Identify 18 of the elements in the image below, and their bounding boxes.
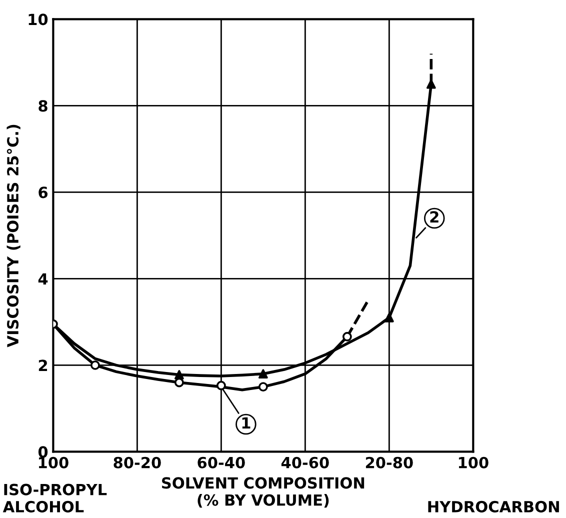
text: HYDROCARBON (428, 500, 559, 512)
x-tick-label: 80-20 (114, 456, 161, 468)
x-tick-label: 100 (38, 456, 68, 468)
annotation: 2 (430, 211, 438, 222)
x-tick-label: 60-40 (198, 456, 245, 468)
y-axis-title: VISCOSITY (POISES 25°C.) (6, 124, 20, 348)
y-tick-label: 4 (38, 273, 48, 284)
y-tick-label: 8 (38, 100, 48, 112)
y-tick-label: 2 (38, 360, 48, 371)
y-tick-label: 10 (28, 14, 48, 26)
y-tick-label: 0 (38, 446, 48, 458)
x-tick-label: 40-60 (281, 456, 329, 468)
x-axis-title: SOLVENT COMPOSITION (% BY VOLUME) (162, 477, 364, 508)
x-tick-label: 20-80 (366, 456, 413, 468)
annotation: 1 (242, 417, 250, 428)
y-tick-label: 6 (38, 186, 48, 198)
x-tick-label: 100 (458, 456, 488, 468)
text: ISO-PROPYL ALCOHOL (2, 484, 107, 512)
